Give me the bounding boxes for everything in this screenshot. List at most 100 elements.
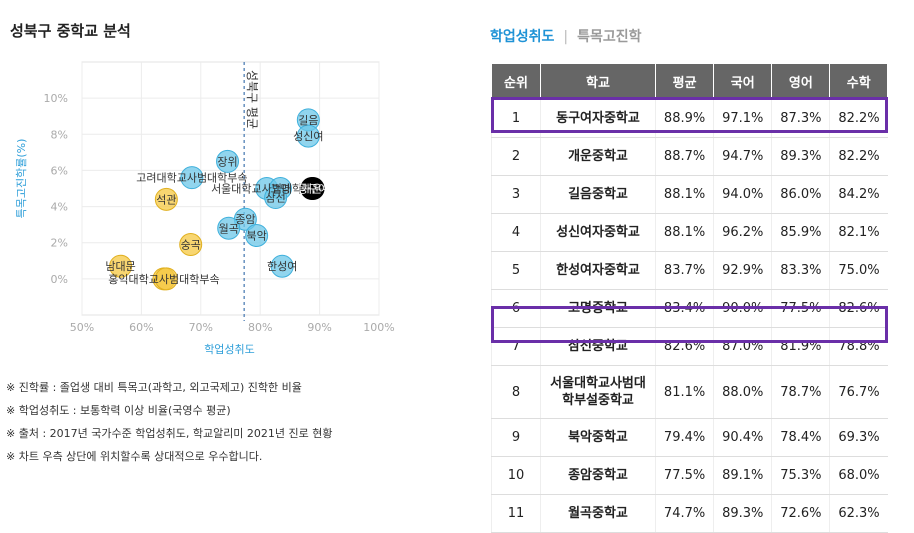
cell-rank: 3 [491,175,541,214]
cell-english: 89.3% [771,137,830,176]
cell-school: 한성여자중학교 [540,251,656,290]
y-tick-label: 10% [44,92,68,105]
cell-average: 88.1% [654,213,714,252]
point-label: 성신여 [293,130,323,143]
cell-school: 종암중학교 [540,456,656,495]
table-row: 3 길음중학교 88.1% 94.0% 86.0% 84.2% [491,175,888,214]
data-point [264,186,288,210]
cell-rank: 5 [491,251,541,290]
table-row: 8 서울대학교사범대 학부설중학교 81.1% 88.0% 78.7% 76.7% [491,365,888,419]
y-tick-label: 6% [51,164,68,177]
note-3: ※ 출처 : 2017년 국가수준 학업성취도, 학교알리미 2021년 진로 … [6,427,333,440]
point-label: 한성여 [267,260,297,273]
cell-school: 북악중학교 [540,418,656,457]
note-2: ※ 학업성취도 : 보통학력 이상 비율(국영수 평균) [6,404,231,417]
data-point [154,187,178,211]
cell-rank: 8 [491,365,541,419]
table-row: 4 성신여자중학교 88.1% 96.2% 85.9% 82.1% [491,213,888,252]
point-label: 석관 [156,193,176,206]
data-point [109,254,133,278]
cell-math: 75.0% [829,251,888,290]
highlight-rank-1 [491,97,888,133]
cell-english: 86.0% [771,175,830,214]
note-1: ※ 진학률 : 졸업생 대비 특목고(과학고, 외고국제고) 진학한 비율 [6,381,302,394]
y-tick-label: 4% [51,201,68,214]
average-line-label: 성북구 평균 [245,70,259,129]
data-point [180,166,204,190]
tab-bar: 학업성취도 | 특목고진학 [490,26,642,46]
cell-korean: 88.0% [713,365,772,419]
point-label: 고명 [270,183,290,196]
x-tick-label: 100% [363,321,394,334]
table-row: 9 북악중학교 79.4% 90.4% 78.4% 69.3% [491,418,888,457]
cell-english: 72.6% [771,494,830,533]
point-label: 길음 [298,114,318,127]
scatter-chart: 50% 60% 70% 80% 90% 100% 0% 2% 4% 6% 8% 10% 성북구 평균학업… [15,61,395,356]
data-point [245,223,269,247]
cell-average: 77.5% [654,456,714,495]
cell-math: 76.7% [829,365,888,419]
cell-rank: 9 [491,418,541,457]
cell-school: 서울대학교사범대 학부설중학교 [540,365,656,419]
page-title: 성북구 중학교 분석 [10,22,131,40]
cell-average: 88.7% [654,137,714,176]
tab-special-high-school[interactable]: 특목고진학 [577,29,642,45]
data-point [216,149,240,173]
cell-math: 82.2% [829,137,888,176]
tab-academic-achievement[interactable]: 학업성취도 [490,29,555,45]
y-tick-label: 8% [51,128,68,141]
col-korean: 국어 [713,63,773,100]
x-tick-label: 80% [248,321,272,334]
point-label: 숭곡 [181,239,201,252]
cell-rank: 11 [491,494,541,533]
point-label: 서울대학교사범대학부속 [211,183,322,196]
cell-school: 월곡중학교 [540,494,656,533]
cell-school: 성신여자중학교 [540,213,656,252]
data-point [301,177,325,200]
table-row: 10 종암중학교 77.5% 89.1% 75.3% 68.0% [491,456,888,495]
data-point [179,233,203,257]
y-tick-label: 0% [51,273,68,286]
cell-math: 68.0% [829,456,888,495]
cell-school: 개운중학교 [540,137,656,176]
cell-korean: 94.0% [713,175,772,214]
table-row: 11 월곡중학교 74.7% 89.3% 72.6% 62.3% [491,494,888,533]
col-average: 평균 [654,63,715,100]
data-point [270,254,294,278]
x-tick-label: 90% [307,321,331,334]
cell-korean: 96.2% [713,213,772,252]
col-math: 수학 [829,63,888,100]
point-label: 동구여 [298,183,328,196]
data-point [296,124,320,148]
x-tick-label: 70% [189,321,213,334]
cell-english: 78.4% [771,418,830,457]
y-tick-label: 2% [51,237,68,250]
cell-math: 62.3% [829,494,888,533]
cell-rank: 7 [491,327,541,366]
notes: ※ 진학률 : 졸업생 대비 특목고(과학고, 외고국제고) 진학한 비율 ※ … [6,376,333,468]
cell-rank: 10 [491,456,541,495]
data-point [217,216,241,240]
cell-average: 74.7% [654,494,714,533]
table-row: 5 한성여자중학교 83.7% 92.9% 83.3% 75.0% [491,251,888,290]
point-label: 삼선 [266,192,286,205]
tab-divider: | [563,29,569,45]
note-4: ※ 차트 우측 상단에 위치할수록 상대적으로 우수합니다. [6,450,263,463]
point-label: 종암 [235,213,255,226]
data-point [154,267,178,291]
cell-rank: 4 [491,213,541,252]
col-rank: 순위 [491,63,541,100]
col-english: 영어 [771,63,831,100]
cell-average: 79.4% [654,418,714,457]
cell-english: 78.7% [771,365,830,419]
cell-korean: 94.7% [713,137,772,176]
table-header-row: 순위 학교 평균 국어 영어 수학 [491,63,888,100]
point-label: 월곡 [219,222,239,235]
ranking-table: 순위 학교 평균 국어 영어 수학 1 동구여자중학교 88.9% 97.1% 87.3… [491,63,888,533]
point-label: 북악 [247,229,267,242]
cell-math: 69.3% [829,418,888,457]
point-label: 개운 [302,183,322,196]
x-axis-title: 학업성취도 [204,343,255,356]
cell-korean: 92.9% [713,251,772,290]
point-label: 홍익대학교사범대학부속 [108,272,219,286]
